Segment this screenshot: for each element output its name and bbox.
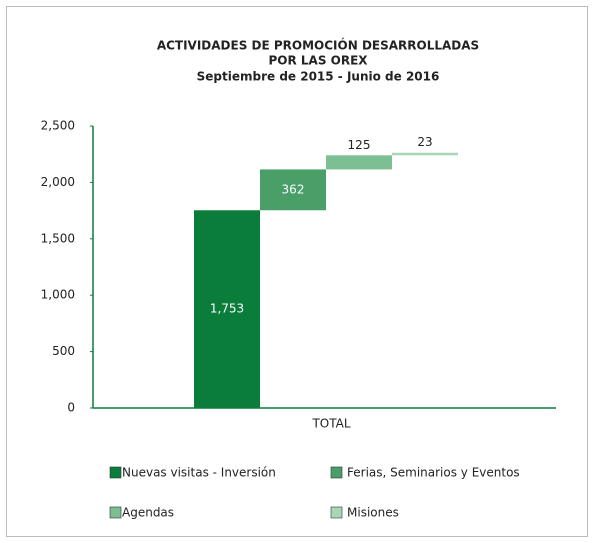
legend-swatch bbox=[330, 506, 343, 519]
bar bbox=[260, 169, 326, 211]
y-tick-label: 2,500 bbox=[41, 119, 75, 133]
y-tick-label: 0 bbox=[67, 401, 75, 415]
y-tick-label: 500 bbox=[52, 344, 75, 358]
chart-subtitle: Septiembre de 2015 - Junio de 2016 bbox=[197, 70, 440, 84]
legend-label: Misiones bbox=[347, 506, 399, 520]
y-tick-label: 2,000 bbox=[41, 175, 75, 189]
bar bbox=[326, 155, 392, 170]
data-label: 23 bbox=[417, 135, 432, 149]
legend-label: Ferias, Seminarios y Eventos bbox=[347, 466, 520, 480]
data-label: 362 bbox=[282, 182, 305, 196]
legend-swatch bbox=[109, 466, 122, 479]
legend-swatch bbox=[330, 466, 343, 479]
bar bbox=[392, 152, 458, 156]
chart-title: ACTIVIDADES DE PROMOCIÓN DESARROLLADAS bbox=[157, 38, 479, 53]
chart-frame bbox=[6, 6, 588, 537]
x-tick-label: TOTAL bbox=[311, 417, 350, 431]
legend-label: Nuevas visitas - Inversión bbox=[122, 466, 276, 480]
chart-title: POR LAS OREX bbox=[268, 54, 368, 68]
data-label: 1,753 bbox=[210, 302, 244, 316]
data-label: 125 bbox=[348, 138, 371, 152]
y-tick-label: 1,500 bbox=[41, 231, 75, 245]
legend-label: Agendas bbox=[122, 506, 174, 520]
legend-swatch bbox=[109, 506, 122, 519]
bar bbox=[194, 210, 260, 408]
y-tick-label: 1,000 bbox=[41, 288, 75, 302]
